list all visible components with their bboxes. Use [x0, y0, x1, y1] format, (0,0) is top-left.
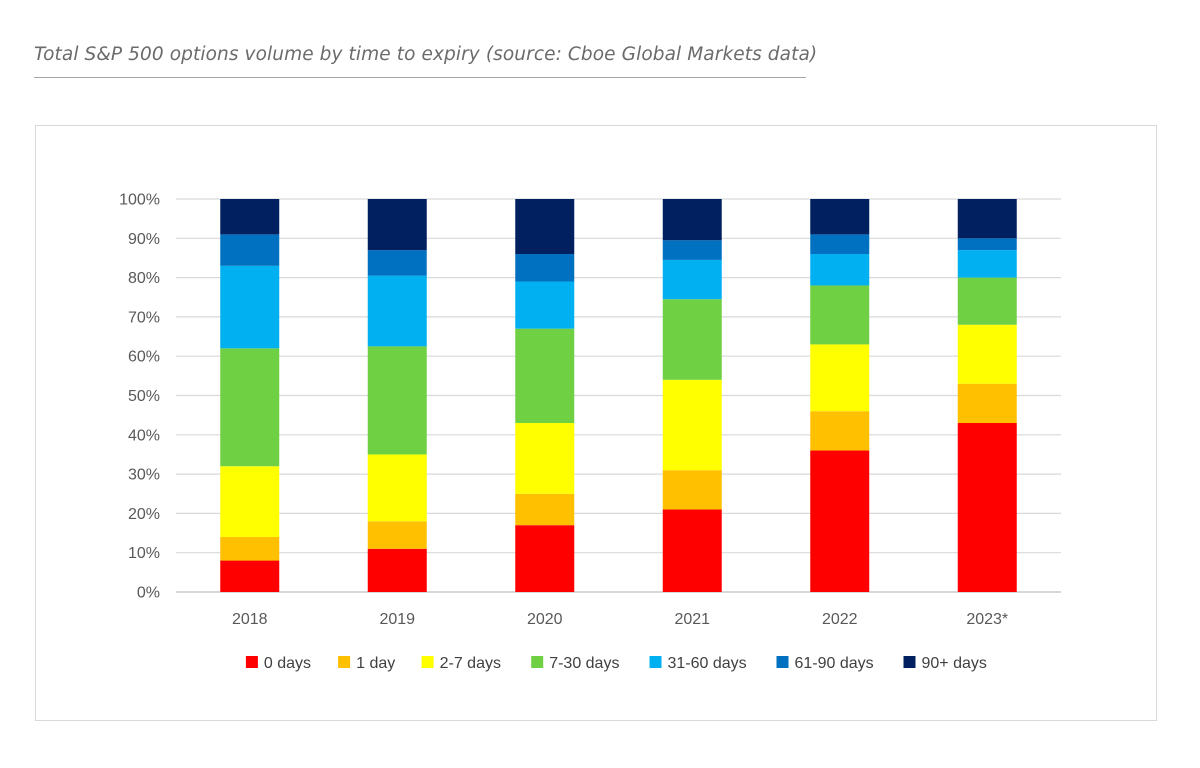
- bar-segment-2023-3: [957, 277, 1017, 325]
- y-tick-label: 40%: [128, 427, 160, 444]
- bar-segment-2018-6: [220, 199, 280, 235]
- y-tick-label: 20%: [128, 506, 160, 523]
- x-tick-label: 2020: [527, 611, 563, 628]
- y-tick-label: 60%: [128, 349, 160, 366]
- bar-segment-2018-5: [220, 234, 280, 266]
- bar-segment-2018-1: [220, 536, 280, 561]
- bar-segment-2021-0: [662, 509, 722, 592]
- legend-swatch-3: [531, 656, 544, 668]
- bar-segment-2022-4: [810, 254, 870, 286]
- bar-segment-2022-6: [810, 199, 870, 235]
- bar-segment-2020-6: [515, 199, 575, 255]
- bar-segment-2018-3: [220, 348, 280, 467]
- bar-segment-2018-2: [220, 466, 280, 537]
- bar-segment-2020-0: [515, 525, 575, 592]
- y-tick-label: 80%: [128, 270, 160, 287]
- bar-segment-2022-3: [810, 285, 870, 345]
- bar-segment-2021-1: [662, 470, 722, 510]
- bar-segment-2022-1: [810, 411, 870, 451]
- title-underline: [34, 77, 806, 78]
- y-tick-label: 50%: [128, 388, 160, 405]
- legend-label-3: 7-30 days: [549, 655, 619, 672]
- bar-segment-2021-5: [662, 240, 722, 260]
- y-tick-label: 100%: [119, 192, 160, 209]
- bar-segment-2021-2: [662, 379, 722, 471]
- legend-label-2: 2-7 days: [440, 655, 501, 672]
- x-tick-label: 2022: [822, 611, 858, 628]
- bar-segment-2022-0: [810, 450, 870, 592]
- bar-segment-2021-6: [662, 199, 722, 241]
- bar-segment-2020-5: [515, 254, 575, 282]
- y-tick-label: 90%: [128, 231, 160, 248]
- legend-swatch-4: [649, 656, 662, 668]
- bar-segment-2023-0: [957, 423, 1017, 592]
- legend-swatch-2: [421, 656, 434, 668]
- chart-frame: 0% 10% 20% 30% 40% 50% 60% 70% 80% 90% 100% 2018 201…: [35, 125, 1157, 721]
- bar-segment-2020-2: [515, 423, 575, 494]
- legend-label-5: 61-90 days: [795, 655, 874, 672]
- bar-segment-2018-4: [220, 265, 280, 349]
- stacked-bar-chart: 0% 10% 20% 30% 40% 50% 60% 70% 80% 90% 100% 2018 201…: [119, 192, 1061, 672]
- bar-segment-2019-5: [367, 250, 427, 276]
- bar-segment-2020-1: [515, 493, 575, 526]
- x-tick-label: 2021: [674, 611, 710, 628]
- y-tick-label: 30%: [128, 467, 160, 484]
- bar-segment-2022-5: [810, 234, 870, 255]
- bar-segment-2023-4: [957, 250, 1017, 278]
- bar-segment-2019-3: [367, 346, 427, 455]
- legend-label-4: 31-60 days: [668, 655, 747, 672]
- bar-segment-2019-6: [367, 199, 427, 251]
- bar-segment-2023-6: [957, 199, 1017, 239]
- legend-swatch-5: [776, 656, 789, 668]
- bar-segment-2018-0: [220, 560, 280, 592]
- y-tick-label: 0%: [137, 585, 160, 602]
- bar-segment-2023-2: [957, 324, 1017, 384]
- page-title: Total S&P 500 options volume by time to …: [34, 44, 818, 65]
- bar-segment-2019-0: [367, 548, 427, 592]
- bar-segment-2019-4: [367, 275, 427, 347]
- y-tick-label: 70%: [128, 309, 160, 326]
- x-tick-label: 2018: [232, 611, 268, 628]
- x-tick-label: 2023*: [966, 611, 1008, 628]
- bar-segment-2023-1: [957, 383, 1017, 424]
- legend-swatch-0: [245, 656, 258, 668]
- bar-segment-2021-4: [662, 259, 722, 300]
- legend-label-6: 90+ days: [922, 655, 987, 672]
- legend-label-0: 0 days: [264, 655, 311, 672]
- bar-segment-2020-4: [515, 281, 575, 329]
- x-tick-label: 2019: [379, 611, 415, 628]
- legend-swatch-1: [338, 656, 351, 668]
- bar-segment-2020-3: [515, 328, 575, 424]
- legend-swatch-6: [903, 656, 916, 668]
- legend-label-1: 1 day: [356, 655, 395, 672]
- bar-segment-2021-3: [662, 299, 722, 380]
- y-tick-label: 10%: [128, 545, 160, 562]
- bar-segment-2019-1: [367, 521, 427, 549]
- bar-segment-2022-2: [810, 344, 870, 412]
- bar-segment-2023-5: [957, 238, 1017, 251]
- bar-segment-2019-2: [367, 454, 427, 522]
